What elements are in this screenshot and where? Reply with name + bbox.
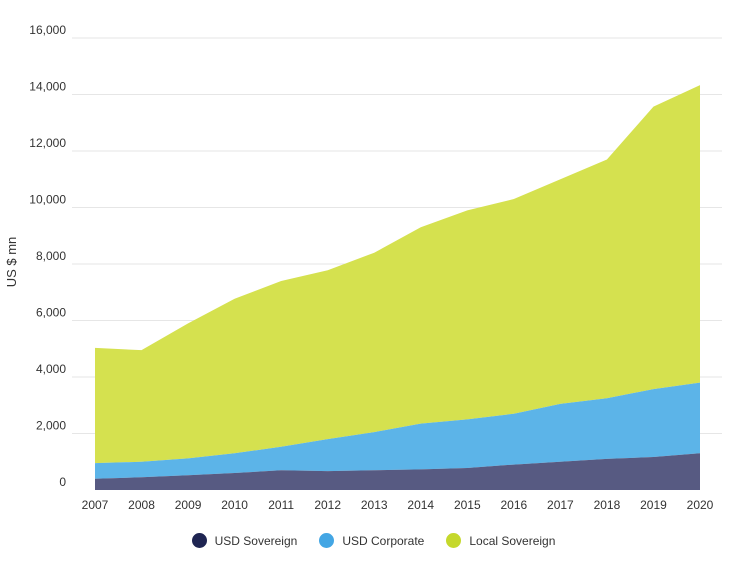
legend-swatch <box>191 533 207 548</box>
area-local-sovereign <box>95 85 700 464</box>
y-tick-label: 0 <box>59 475 66 489</box>
y-tick-label: 6,000 <box>36 306 66 320</box>
y-tick-label: 2,000 <box>36 419 66 433</box>
y-tick-label: 12,000 <box>29 136 66 150</box>
legend-item: USD Sovereign <box>191 533 298 548</box>
x-tick-label: 2019 <box>640 498 667 512</box>
legend-item: USD Corporate <box>319 533 424 548</box>
area-series <box>95 85 700 490</box>
y-axis-title: US $ mn <box>4 237 19 288</box>
y-tick-label: 4,000 <box>36 362 66 376</box>
x-tick-label: 2013 <box>361 498 388 512</box>
x-tick-label: 2020 <box>687 498 714 512</box>
x-tick-label: 2010 <box>221 498 248 512</box>
area-usd-sovereign <box>95 453 700 490</box>
x-tick-label: 2012 <box>314 498 341 512</box>
x-tick-label: 2016 <box>500 498 527 512</box>
y-axis-ticks: 0 2,000 4,000 6,000 8,000 10,000 12,000 14,000 1… <box>29 23 66 489</box>
area-usd-corporate <box>95 382 700 479</box>
x-axis-ticks: 2007 2008 2009 2010 2011 2012 2013 2014 2015 2016… <box>82 498 714 512</box>
legend-swatch <box>446 533 462 548</box>
x-tick-label: 2014 <box>407 498 434 512</box>
x-tick-label: 2009 <box>175 498 202 512</box>
legend-label: USD Corporate <box>342 533 425 548</box>
x-tick-label: 2015 <box>454 498 481 512</box>
x-tick-label: 2008 <box>128 498 155 512</box>
x-tick-label: 2018 <box>594 498 621 512</box>
x-tick-label: 2017 <box>547 498 574 512</box>
y-tick-label: 10,000 <box>29 193 66 207</box>
y-tick-label: 14,000 <box>29 80 66 94</box>
legend-swatch <box>319 533 335 548</box>
x-tick-label: 2007 <box>82 498 109 512</box>
legend-label: Local Sovereign <box>469 533 556 548</box>
y-tick-label: 8,000 <box>36 249 66 263</box>
legend-label: USD Sovereign <box>214 533 298 548</box>
chart-legend: USD Sovereign USD Corporate Local Sovereig… <box>0 533 747 548</box>
y-tick-label: 16,000 <box>29 23 66 37</box>
x-tick-label: 2011 <box>268 498 294 512</box>
legend-item: Local Sovereign <box>446 533 555 548</box>
